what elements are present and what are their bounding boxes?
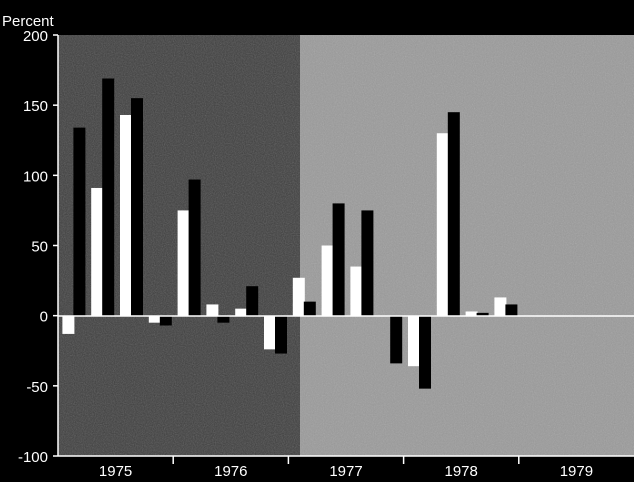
bar-white-13 [436,133,449,316]
bar-white-3 [148,315,161,323]
bar-white-2 [120,114,132,316]
y-tick-label: 0 [40,309,48,326]
bar-black-9 [332,203,345,316]
y-tick-label: 50 [31,239,48,256]
bars-layer [62,78,518,389]
y-tick-label: -50 [26,379,48,396]
bar-black-12 [419,315,431,389]
bar-black-7 [275,315,287,354]
bar-black-2 [131,98,143,316]
bar-white-6 [235,308,248,316]
bar-white-15 [494,297,507,316]
plot-bg-grain [58,35,634,456]
bar-white-8 [292,277,305,316]
bar-black-11 [390,315,403,364]
bar-white-1 [91,187,104,316]
bar-black-3 [159,315,172,326]
y-tick-label: 200 [23,28,48,45]
x-tick-label-1979: 1979 [560,463,593,480]
y-tick-label: 100 [23,168,48,185]
bar-white-0 [62,315,75,334]
x-ticks: 1975 1976 1977 1978 1979 [99,456,593,480]
bar-white-14 [465,311,478,316]
y-tick-label: 150 [23,98,48,115]
bar-black-13 [447,112,460,316]
y-tick-label: -100 [18,449,48,466]
x-tick-label-1975: 1975 [99,463,132,480]
bar-black-0 [73,127,86,316]
bar-black-14 [476,312,489,316]
bar-white-7 [264,315,276,350]
bar-black-15 [505,304,518,316]
bar-white-9 [321,245,334,316]
bar-black-10 [361,210,374,316]
bar-black-6 [246,286,259,316]
bar-black-8 [303,301,316,316]
bar-white-4 [177,210,190,316]
bar-black-1 [102,78,115,316]
bar-black-5 [217,315,230,323]
bar-black-4 [188,179,201,316]
x-tick-label-1977: 1977 [329,463,362,480]
bar-white-5 [206,304,219,316]
x-tick-label-1976: 1976 [214,463,247,480]
y-axis-label: Percent [2,13,55,30]
y-ticks: 200 150 100 50 0 -50 -100 [18,28,58,466]
x-tick-label-1978: 1978 [445,463,478,480]
bar-white-12 [408,315,420,367]
bar-white-10 [350,266,363,316]
